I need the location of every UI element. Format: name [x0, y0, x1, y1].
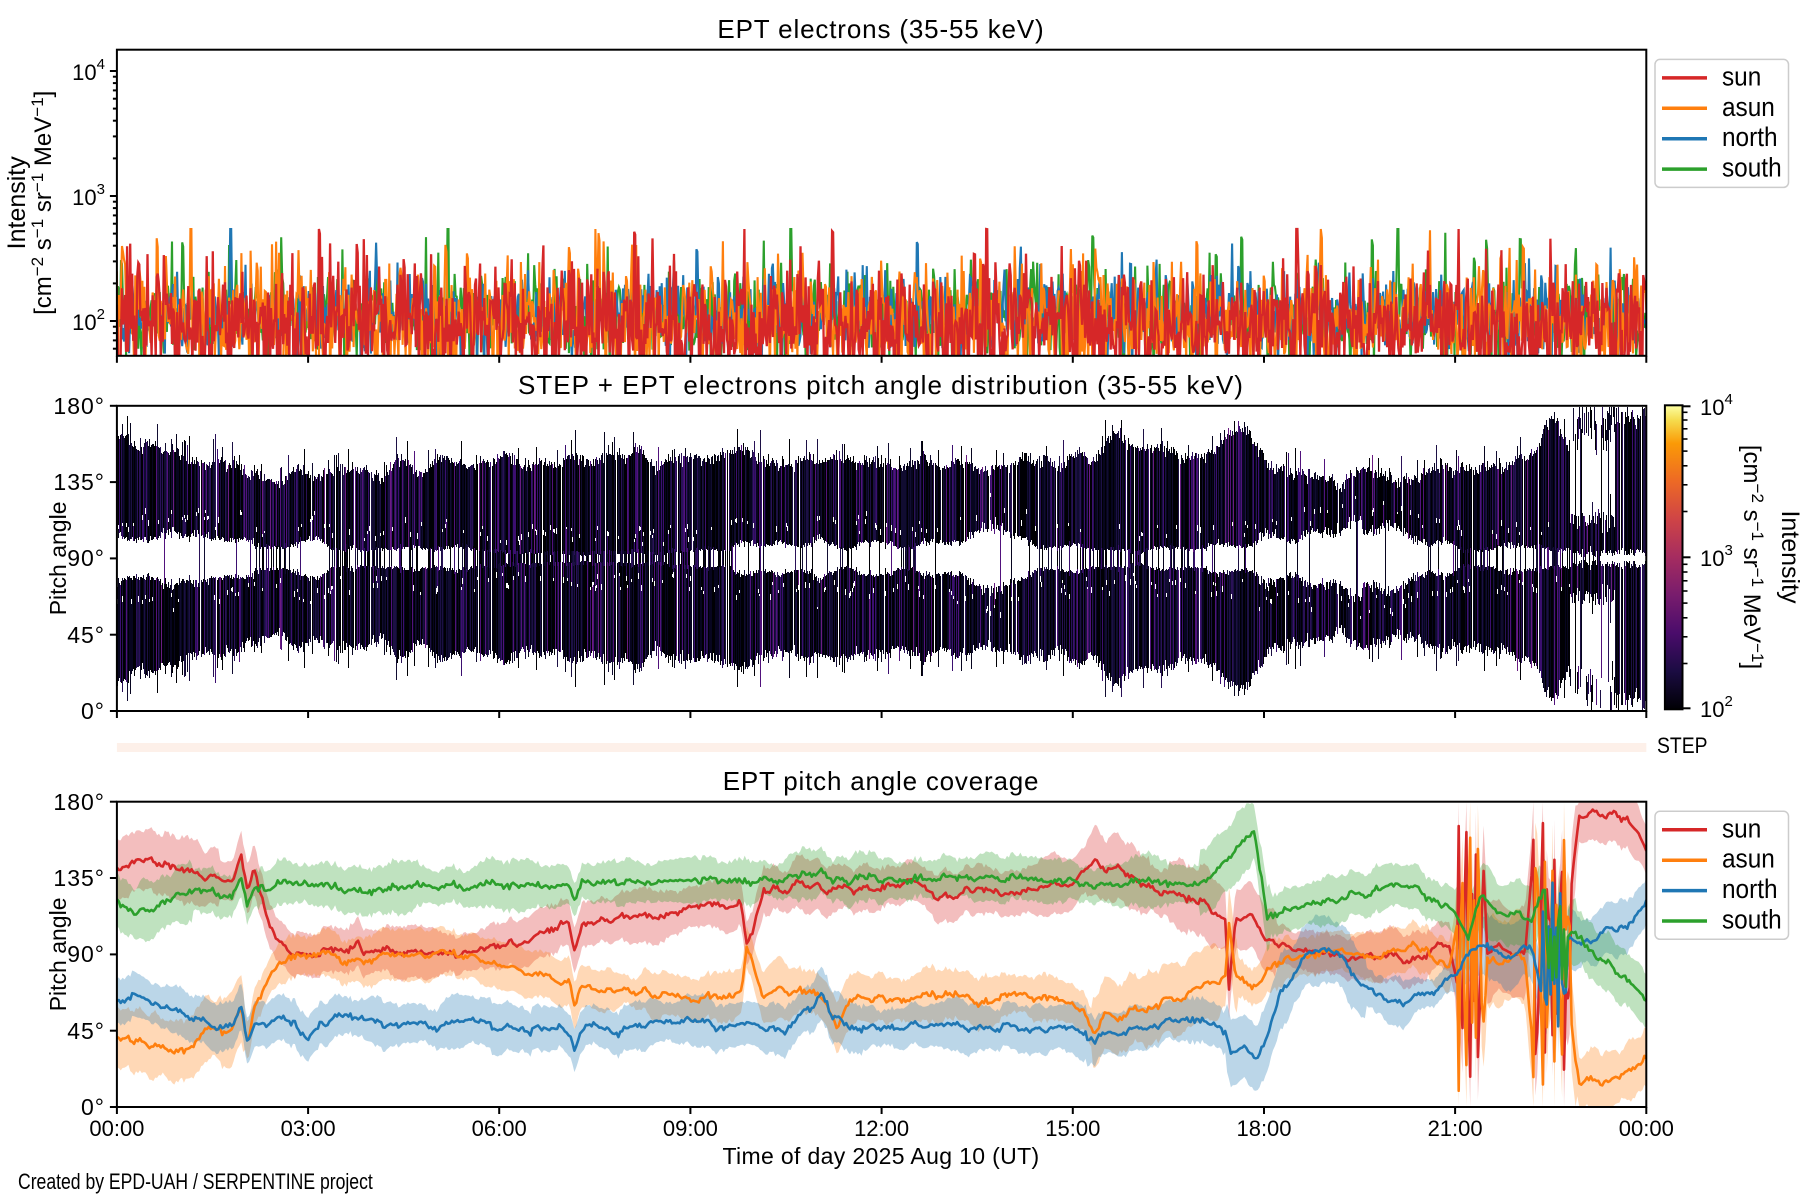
svg-text:90°: 90°: [67, 941, 105, 967]
svg-text:asun: asun: [1722, 93, 1775, 122]
svg-text:15:00: 15:00: [1045, 1116, 1100, 1141]
svg-text:135°: 135°: [53, 469, 105, 495]
svg-text:21:00: 21:00: [1428, 1116, 1483, 1141]
svg-text:STEP: STEP: [1657, 734, 1708, 758]
svg-text:[cm−2 s−1 sr−1 MeV−1]: [cm−2 s−1 sr−1 MeV−1]: [1738, 445, 1767, 669]
svg-text:asun: asun: [1722, 845, 1775, 874]
svg-text:EPT pitch angle coverage: EPT pitch angle coverage: [723, 766, 1039, 796]
svg-text:Pitch angle: Pitch angle: [45, 501, 71, 615]
svg-text:Created by EPD-UAH / SERPENTIN: Created by EPD-UAH / SERPENTINE project: [18, 1170, 373, 1194]
svg-text:180°: 180°: [53, 789, 105, 815]
svg-text:00:00: 00:00: [89, 1116, 144, 1141]
svg-text:00:00: 00:00: [1619, 1116, 1674, 1141]
svg-text:Time of day 2025 Aug 10 (UT): Time of day 2025 Aug 10 (UT): [722, 1143, 1039, 1169]
svg-text:Intensity: Intensity: [1776, 510, 1800, 604]
svg-text:45°: 45°: [67, 1018, 105, 1044]
svg-text:north: north: [1722, 875, 1778, 904]
svg-text:south: south: [1722, 154, 1782, 183]
svg-text:[cm−2 s−1 sr−1 MeV−1]: [cm−2 s−1 sr−1 MeV−1]: [28, 91, 57, 315]
svg-text:0°: 0°: [81, 1094, 105, 1120]
svg-text:EPT electrons (35-55 keV): EPT electrons (35-55 keV): [717, 14, 1044, 44]
svg-text:north: north: [1722, 123, 1778, 152]
svg-text:STEP + EPT electrons pitch ang: STEP + EPT electrons pitch angle distrib…: [518, 370, 1244, 400]
svg-text:18:00: 18:00: [1236, 1116, 1291, 1141]
svg-text:south: south: [1722, 906, 1782, 935]
svg-text:sun: sun: [1722, 814, 1761, 843]
svg-text:Intensity: Intensity: [3, 156, 31, 250]
svg-text:180°: 180°: [53, 393, 105, 419]
svg-text:135°: 135°: [53, 865, 105, 891]
svg-text:45°: 45°: [67, 622, 105, 648]
svg-text:06:00: 06:00: [472, 1116, 527, 1141]
svg-text:Pitch angle: Pitch angle: [45, 897, 71, 1011]
svg-text:09:00: 09:00: [663, 1116, 718, 1141]
svg-text:0°: 0°: [81, 698, 105, 724]
svg-text:12:00: 12:00: [854, 1116, 909, 1141]
svg-text:90°: 90°: [67, 545, 105, 571]
svg-text:03:00: 03:00: [281, 1116, 336, 1141]
svg-text:sun: sun: [1722, 63, 1761, 92]
